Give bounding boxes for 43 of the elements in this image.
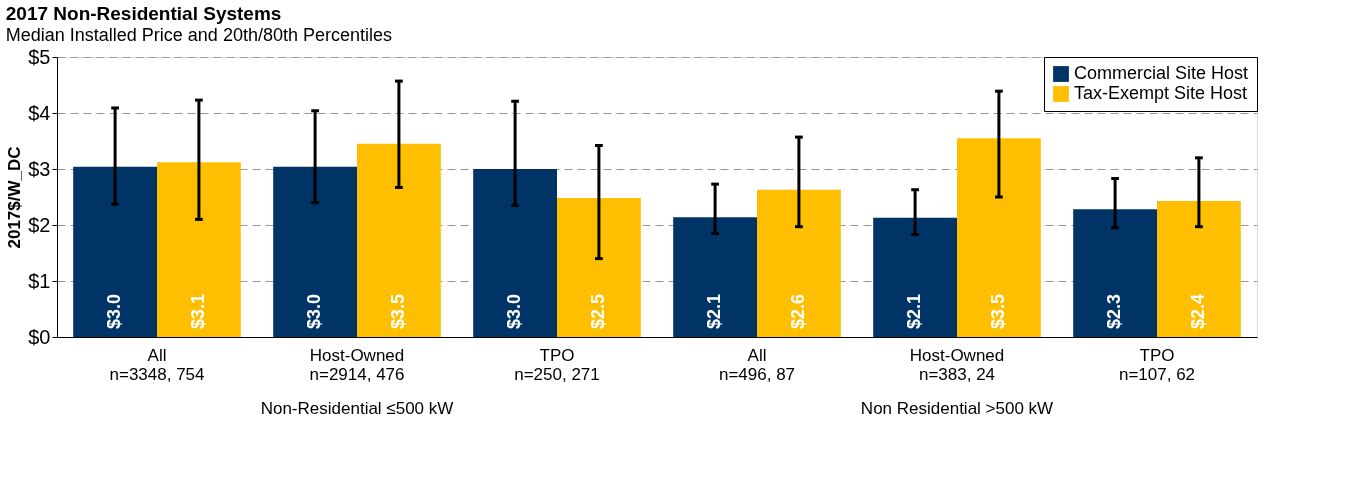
y-axis-title: 2017$/W_DC — [5, 146, 25, 249]
data-label: $3.1 — [187, 293, 208, 329]
bar — [157, 162, 241, 337]
bar — [357, 143, 441, 337]
data-label: $2.5 — [587, 293, 608, 329]
data-label: $2.6 — [787, 293, 808, 329]
y-tick-label: $4 — [28, 101, 51, 124]
data-label: $3.0 — [104, 293, 125, 329]
bar — [1157, 200, 1241, 337]
legend-label: Commercial Site Host — [1074, 63, 1249, 83]
y-tick-label: $2 — [28, 213, 51, 236]
bar — [873, 217, 957, 337]
text: Non Residential >500 kW — [860, 399, 1054, 418]
bar — [273, 166, 357, 337]
data-label: $3.5 — [387, 293, 408, 329]
data-label: $2.4 — [1187, 293, 1208, 329]
x-tick-label: TPO n=107, 62 — [1118, 345, 1196, 384]
bar — [757, 189, 841, 337]
data-label: $2.3 — [1104, 293, 1125, 329]
y-tick-label: $3 — [28, 157, 51, 180]
x-tick-label: All n=3348, 754 — [109, 345, 205, 384]
chart-title: 2017 Non-Residential Systems — [5, 3, 282, 24]
legend-label: Tax-Exempt Site Host — [1074, 83, 1248, 103]
bar — [957, 138, 1041, 337]
data-label: $3.0 — [504, 293, 525, 329]
x-tick-label: All n=496, 87 — [718, 345, 796, 384]
x-tick-label: Host-Owned n=383, 24 — [909, 345, 1005, 384]
chart-subtitle: Median Installed Price and 20th/80th Percentiles — [5, 25, 392, 45]
text: Non-Residential ≤500 kW — [260, 399, 454, 418]
y-tick-label: $0 — [28, 325, 51, 348]
bar — [473, 169, 557, 337]
bar — [673, 217, 757, 337]
x-tick-label: TPO n=250, 271 — [514, 345, 600, 384]
bar — [73, 166, 157, 337]
y-tick-label: $1 — [28, 269, 51, 292]
x-tick-label: Host-Owned n=2914, 476 — [309, 345, 405, 384]
y-tick-label: $5 — [28, 45, 51, 68]
data-label: $2.1 — [904, 293, 925, 329]
data-label: $3.5 — [987, 293, 1008, 329]
bar — [557, 198, 641, 337]
bar — [1073, 209, 1157, 337]
data-label: $2.1 — [704, 293, 725, 329]
data-label: $3.0 — [304, 293, 325, 329]
